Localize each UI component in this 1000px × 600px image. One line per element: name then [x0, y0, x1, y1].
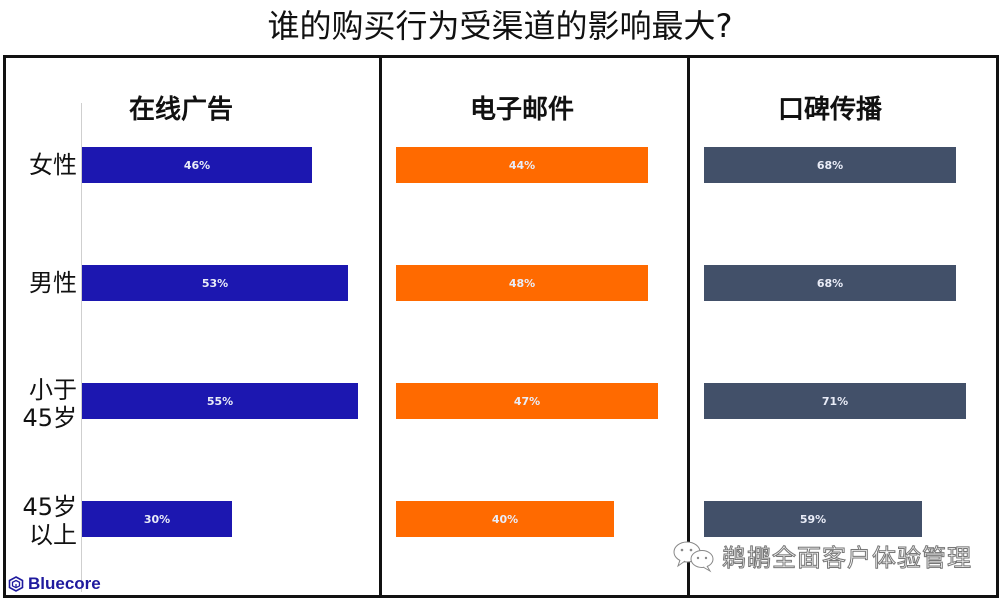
panel-divider — [379, 55, 382, 598]
bar-value-label: 59% — [799, 512, 827, 526]
bar-email-under-45: 47% — [396, 383, 658, 419]
row-label-line: 45岁 — [22, 404, 77, 432]
bar-online-ads-under-45: 55% — [82, 383, 358, 419]
bar-value-label: 48% — [508, 276, 536, 290]
row-label-line: 男性 — [29, 269, 77, 297]
bar-value-label: 46% — [183, 158, 211, 172]
row-label-under-45: 小于 45岁 — [5, 376, 77, 432]
chart-title: 谁的购买行为受渠道的影响最大? — [267, 7, 733, 45]
bar-value-label: 68% — [816, 276, 844, 290]
bar-word-of-mouth-under-45: 71% — [704, 383, 966, 419]
bar-word-of-mouth-45-plus: 59% — [704, 501, 922, 537]
bar-word-of-mouth-female: 68% — [704, 147, 956, 183]
panel-divider — [687, 55, 690, 598]
row-label-female: 女性 — [5, 151, 77, 179]
bar-value-label: 55% — [206, 394, 234, 408]
cube-icon — [8, 576, 24, 592]
bar-value-label: 53% — [201, 276, 229, 290]
bar-value-label: 44% — [508, 158, 536, 172]
bar-value-label: 47% — [513, 394, 541, 408]
panel-title-word-of-mouth: 口碑传播 — [777, 95, 882, 125]
row-label-line: 小于 — [29, 376, 77, 404]
watermark: 鹈鹕全面客户体验管理 — [672, 538, 972, 573]
bar-online-ads-male: 53% — [82, 265, 348, 301]
category-axis-line — [81, 103, 82, 592]
bluecore-logo: Bluecore — [8, 574, 101, 594]
panel-title-online-ads: 在线广告 — [128, 95, 233, 125]
chart-frame — [3, 55, 999, 598]
row-label-line: 45岁 — [22, 493, 77, 521]
bar-word-of-mouth-male: 68% — [704, 265, 956, 301]
bar-online-ads-female: 46% — [82, 147, 312, 183]
bar-value-label: 68% — [816, 158, 844, 172]
bar-value-label: 71% — [821, 394, 849, 408]
panel-title-email: 电子邮件 — [469, 95, 574, 125]
bar-online-ads-45-plus: 30% — [82, 501, 232, 537]
bar-email-male: 48% — [396, 265, 648, 301]
row-label-male: 男性 — [5, 269, 77, 297]
bar-email-45-plus: 40% — [396, 501, 614, 537]
watermark-text: 鹈鹕全面客户体验管理 — [722, 544, 972, 573]
row-label-line: 以上 — [29, 521, 77, 549]
wechat-icon — [673, 541, 714, 572]
row-label-line: 女性 — [29, 151, 77, 179]
bar-value-label: 40% — [491, 512, 519, 526]
logo-text: Bluecore — [28, 574, 101, 593]
row-label-45-plus: 45岁 以上 — [5, 493, 77, 549]
bar-email-female: 44% — [396, 147, 648, 183]
bar-value-label: 30% — [143, 512, 171, 526]
